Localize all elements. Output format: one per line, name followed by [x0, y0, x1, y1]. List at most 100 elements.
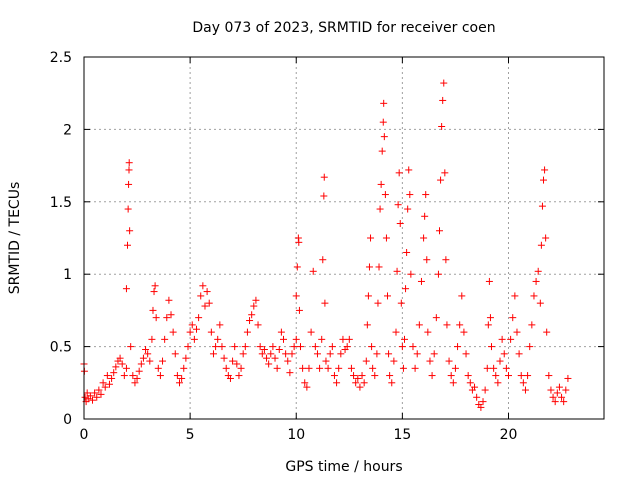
data-point: [88, 396, 96, 404]
data-point: [473, 393, 481, 401]
data-point: [199, 282, 207, 290]
data-point: [99, 379, 107, 387]
data-point: [326, 350, 334, 358]
data-point: [471, 383, 479, 391]
data-point: [243, 328, 251, 336]
data-point: [295, 306, 303, 314]
data-point: [277, 328, 285, 336]
data-point: [397, 299, 405, 307]
data-point: [406, 191, 414, 199]
data-point: [333, 379, 341, 387]
data-point: [500, 350, 508, 358]
data-point: [409, 343, 417, 351]
data-point: [451, 364, 459, 372]
data-point: [364, 292, 372, 300]
data-point: [350, 372, 358, 380]
data-point: [335, 364, 343, 372]
data-point: [263, 354, 271, 362]
data-point: [504, 372, 512, 380]
data-point: [404, 205, 412, 213]
data-point: [167, 311, 175, 319]
data-point: [549, 393, 557, 401]
data-point: [293, 263, 301, 271]
data-point: [125, 180, 133, 188]
data-point: [182, 354, 190, 362]
data-point: [214, 335, 222, 343]
data-point: [388, 379, 396, 387]
data-point: [376, 205, 384, 213]
data-point: [307, 328, 315, 336]
data-point: [534, 267, 542, 275]
data-point: [135, 367, 143, 375]
y-tick-label: 1.5: [50, 195, 72, 211]
data-point: [184, 343, 192, 351]
data-point: [311, 343, 319, 351]
data-point: [420, 234, 428, 242]
data-point: [275, 345, 283, 353]
data-point: [377, 180, 385, 188]
data-point: [528, 321, 536, 329]
data-point: [466, 379, 474, 387]
data-point: [362, 357, 370, 365]
data-point: [95, 386, 103, 394]
data-point: [267, 350, 275, 358]
data-point: [124, 205, 132, 213]
data-point: [509, 314, 517, 322]
data-point: [280, 335, 288, 343]
data-point: [205, 299, 213, 307]
data-point: [536, 299, 544, 307]
data-point: [460, 328, 468, 336]
data-point: [356, 383, 364, 391]
data-point: [380, 99, 388, 107]
data-point: [159, 357, 167, 365]
data-point: [229, 357, 237, 365]
data-point: [169, 328, 177, 336]
data-point: [241, 343, 249, 351]
data-point: [400, 335, 408, 343]
data-point: [156, 372, 164, 380]
data-point: [442, 256, 450, 264]
plot-frame: [83, 56, 605, 420]
data-point: [545, 372, 553, 380]
data-point: [513, 328, 521, 336]
data-point: [93, 393, 101, 401]
data-point: [541, 166, 549, 174]
y-axis-title: SRMTID / TECUs: [7, 182, 23, 295]
data-point: [212, 343, 220, 351]
data-point: [309, 267, 317, 275]
data-point: [218, 343, 226, 351]
data-point: [517, 372, 525, 380]
data-point: [186, 328, 194, 336]
data-point: [456, 321, 464, 329]
data-point: [313, 350, 321, 358]
data-point: [192, 325, 200, 333]
data-point: [151, 282, 159, 290]
data-point: [502, 364, 510, 372]
data-point: [398, 343, 406, 351]
data-point: [432, 314, 440, 322]
data-point: [305, 364, 313, 372]
data-point: [417, 277, 425, 285]
data-point: [423, 256, 431, 264]
data-point: [237, 364, 245, 372]
data-point: [271, 354, 279, 362]
data-point: [392, 328, 400, 336]
data-point: [484, 321, 492, 329]
data-point: [440, 79, 448, 87]
data-point: [490, 364, 498, 372]
data-point: [265, 360, 273, 368]
data-point: [110, 369, 118, 377]
data-point: [402, 285, 410, 293]
data-point: [547, 386, 555, 394]
data-point: [373, 350, 381, 358]
x-axis-title: GPS time / hours: [285, 459, 402, 475]
data-point: [551, 398, 559, 406]
data-point: [538, 202, 546, 210]
data-point: [321, 299, 329, 307]
data-point: [395, 169, 403, 177]
data-point: [339, 335, 347, 343]
data-point: [430, 350, 438, 358]
data-point: [380, 133, 388, 141]
data-point: [385, 350, 393, 358]
